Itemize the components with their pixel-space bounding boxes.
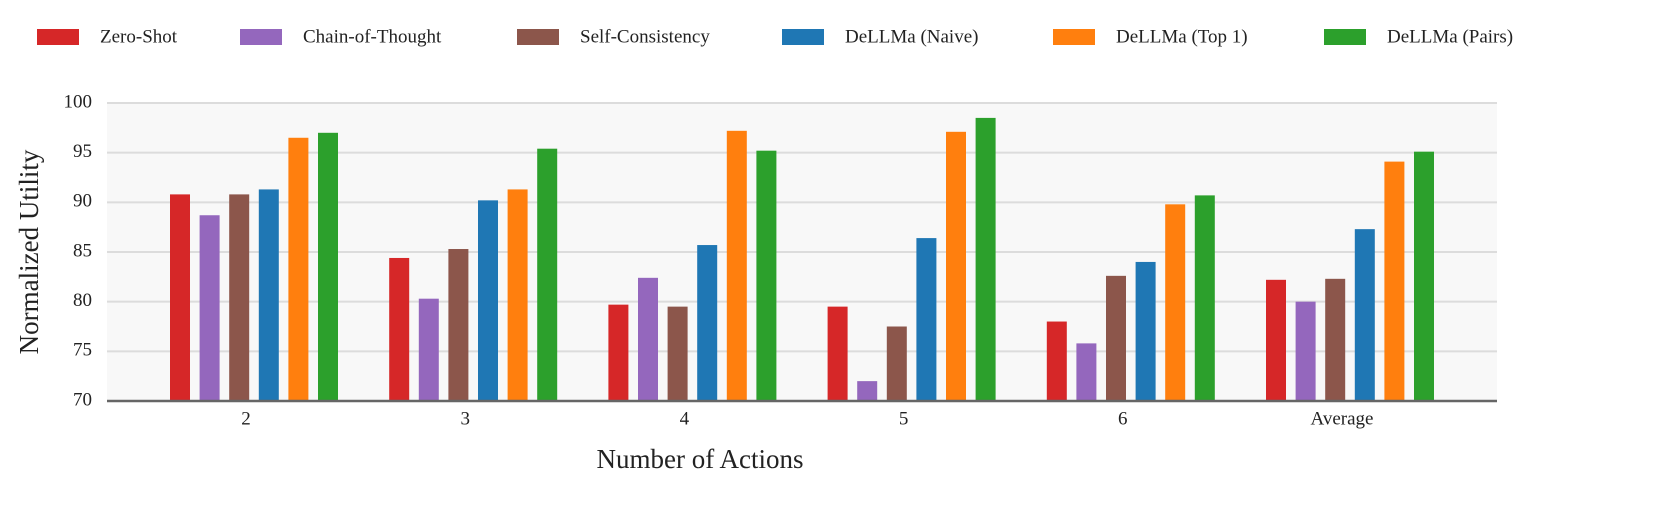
x-tick-label: 4 [680,408,690,429]
bar [318,132,338,402]
bar [507,189,528,401]
bar [1046,321,1067,401]
bar [1384,161,1405,401]
bar [886,326,907,401]
x-tick-label: Average [1311,408,1374,429]
legend-swatch [37,29,79,45]
bar [258,189,279,401]
x-tick-label: 2 [241,408,251,429]
bar [229,194,250,401]
bar [1135,261,1156,401]
bar [288,137,309,401]
bar [1076,343,1097,401]
y-tick-label: 85 [73,240,92,261]
bar [667,306,688,401]
legend-label: DeLLMa (Naive) [845,26,978,47]
bar [1295,301,1316,401]
bar [1354,229,1375,401]
x-tick-label: 5 [899,408,909,429]
legend-label: Chain-of-Thought [303,26,442,47]
legend-swatch [1324,29,1366,45]
y-tick-label: 95 [73,141,92,162]
x-tick-label: 6 [1118,408,1128,429]
legend-label: DeLLMa (Pairs) [1387,26,1513,47]
bar [170,194,190,401]
bar [448,249,469,401]
bar [857,381,878,401]
bar [975,117,996,402]
bar [1194,195,1215,401]
legend-swatch [517,29,559,45]
legend-label: Self-Consistency [580,26,710,47]
bar [1325,278,1346,401]
y-tick-label: 70 [73,389,92,410]
bar [697,245,718,401]
legend-swatch [240,29,282,45]
x-axis-title: Number of Actions [597,444,804,474]
bar [916,238,937,401]
y-tick-label: 100 [64,91,93,112]
x-tick-label: 3 [460,408,470,429]
bar [638,277,658,401]
bar [1106,275,1126,401]
legend-swatch [782,29,824,45]
y-tick-label: 80 [73,290,92,311]
bar [418,298,439,401]
legend-swatch [1053,29,1095,45]
bar [827,306,848,401]
bar [389,257,410,401]
bar [478,200,498,401]
bar [608,304,629,401]
bar [1165,204,1186,401]
bar [1266,279,1286,401]
bar [726,130,747,401]
legend-label: DeLLMa (Top 1) [1116,26,1248,47]
y-axis-title: Normalized Utility [14,149,44,354]
bar [537,148,558,401]
y-tick-label: 75 [73,340,92,361]
y-tick-label: 90 [73,191,92,212]
bar [199,215,220,401]
bar [946,131,966,401]
legend-label: Zero-Shot [100,26,178,47]
bar [1414,151,1434,401]
bar [756,150,777,401]
